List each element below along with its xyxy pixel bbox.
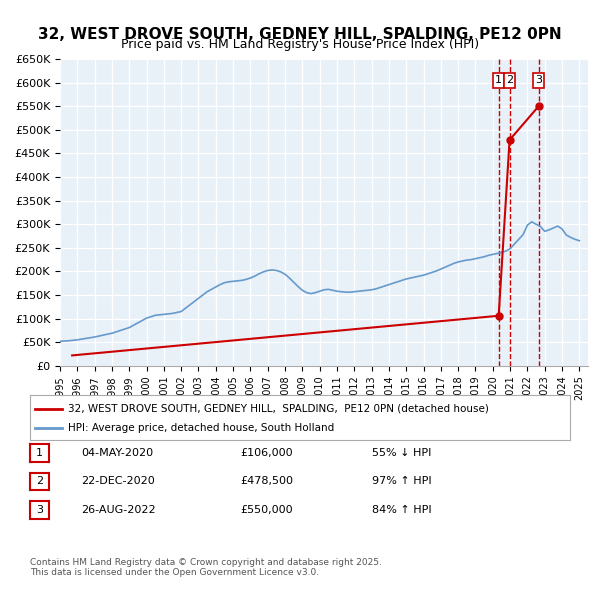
Text: £478,500: £478,500 — [240, 477, 293, 486]
Text: 04-MAY-2020: 04-MAY-2020 — [81, 448, 153, 458]
Text: 32, WEST DROVE SOUTH, GEDNEY HILL, SPALDING, PE12 0PN: 32, WEST DROVE SOUTH, GEDNEY HILL, SPALD… — [38, 27, 562, 41]
Text: 84% ↑ HPI: 84% ↑ HPI — [372, 505, 431, 514]
Text: £550,000: £550,000 — [240, 505, 293, 514]
Text: 22-DEC-2020: 22-DEC-2020 — [81, 477, 155, 486]
Text: Price paid vs. HM Land Registry's House Price Index (HPI): Price paid vs. HM Land Registry's House … — [121, 38, 479, 51]
Text: £106,000: £106,000 — [240, 448, 293, 458]
Text: 55% ↓ HPI: 55% ↓ HPI — [372, 448, 431, 458]
Text: 2: 2 — [506, 76, 513, 86]
Text: HPI: Average price, detached house, South Holland: HPI: Average price, detached house, Sout… — [68, 424, 334, 434]
Text: 32, WEST DROVE SOUTH, GEDNEY HILL,  SPALDING,  PE12 0PN (detached house): 32, WEST DROVE SOUTH, GEDNEY HILL, SPALD… — [68, 404, 488, 414]
Text: 1: 1 — [36, 448, 43, 458]
Text: 3: 3 — [535, 76, 542, 86]
Text: Contains HM Land Registry data © Crown copyright and database right 2025.
This d: Contains HM Land Registry data © Crown c… — [30, 558, 382, 577]
Text: 1: 1 — [495, 76, 502, 86]
Text: 2: 2 — [36, 477, 43, 486]
Text: 26-AUG-2022: 26-AUG-2022 — [81, 505, 155, 514]
Text: 97% ↑ HPI: 97% ↑ HPI — [372, 477, 431, 486]
Text: 3: 3 — [36, 505, 43, 514]
